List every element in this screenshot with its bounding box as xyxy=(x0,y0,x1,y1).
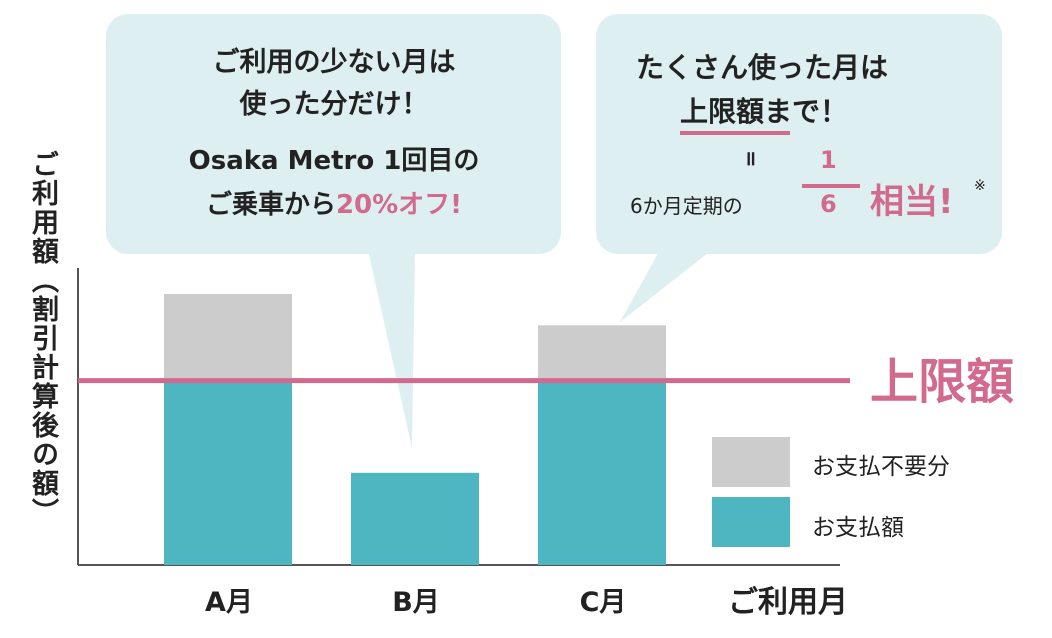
commuter-pass-prefix: 6か月定期の xyxy=(630,194,743,218)
x-tick-b: B月 xyxy=(392,587,440,618)
discount-text: 20%オフ! xyxy=(335,190,463,220)
fraction-denominator: 6 xyxy=(820,190,837,218)
legend-label-paid: お支払額 xyxy=(812,515,904,541)
callout-right-bubble xyxy=(596,14,1002,322)
fraction-numerator: 1 xyxy=(820,146,837,174)
callout-left-text: ご利用の少ない月は 使った分だけ！ Osaka Metro 1回目の ご乗車から… xyxy=(110,40,558,240)
bar-unpaid-a xyxy=(164,293,292,381)
callout-right-line2: 上限額まで！ xyxy=(680,95,849,128)
callout-left-line4-a: ご乗車から xyxy=(205,190,336,220)
bar-unpaid-c xyxy=(538,325,666,381)
callout-left-line3: Osaka Metro 1回目の xyxy=(188,146,480,176)
callout-left-line4: ご乗車から20%オフ! xyxy=(110,184,558,221)
bar-paid-b xyxy=(351,472,479,565)
x-tick-a: A月 xyxy=(205,587,253,618)
callout-left-line2: 使った分だけ！ xyxy=(239,89,429,120)
bar-paid-c xyxy=(538,380,666,565)
callout-right-line1: たくさん使った月は xyxy=(636,51,889,84)
callout-right-text: たくさん使った月は 上限額まで！ ॥ 6か月定期の 1 6 相当! ※ xyxy=(596,40,1002,240)
limit-line-label: 上限額 xyxy=(870,354,1015,410)
footnote-mark: ※ xyxy=(974,178,986,194)
callout-left-line1: ご利用の少ない月は xyxy=(212,47,456,78)
equals-sign: ॥ xyxy=(744,146,756,170)
callout-left-bubble xyxy=(106,14,561,448)
x-axis-label: ご利用月 xyxy=(728,585,848,620)
legend-swatch-paid xyxy=(712,497,790,547)
y-axis-label: ご利用額（割引計算後の額） xyxy=(27,150,58,527)
equivalent-text: 相当! xyxy=(870,182,954,222)
x-tick-c: C月 xyxy=(579,587,627,618)
legend-label-unpaid: お支払不要分 xyxy=(812,454,950,480)
bar-paid-a xyxy=(164,380,292,565)
legend-swatch-unpaid xyxy=(712,437,790,487)
